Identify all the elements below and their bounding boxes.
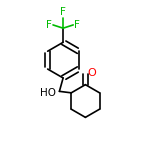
Text: F: F — [46, 20, 52, 30]
Text: O: O — [87, 68, 96, 78]
Text: F: F — [60, 7, 66, 17]
Text: F: F — [74, 20, 80, 30]
Text: HO: HO — [40, 88, 56, 98]
